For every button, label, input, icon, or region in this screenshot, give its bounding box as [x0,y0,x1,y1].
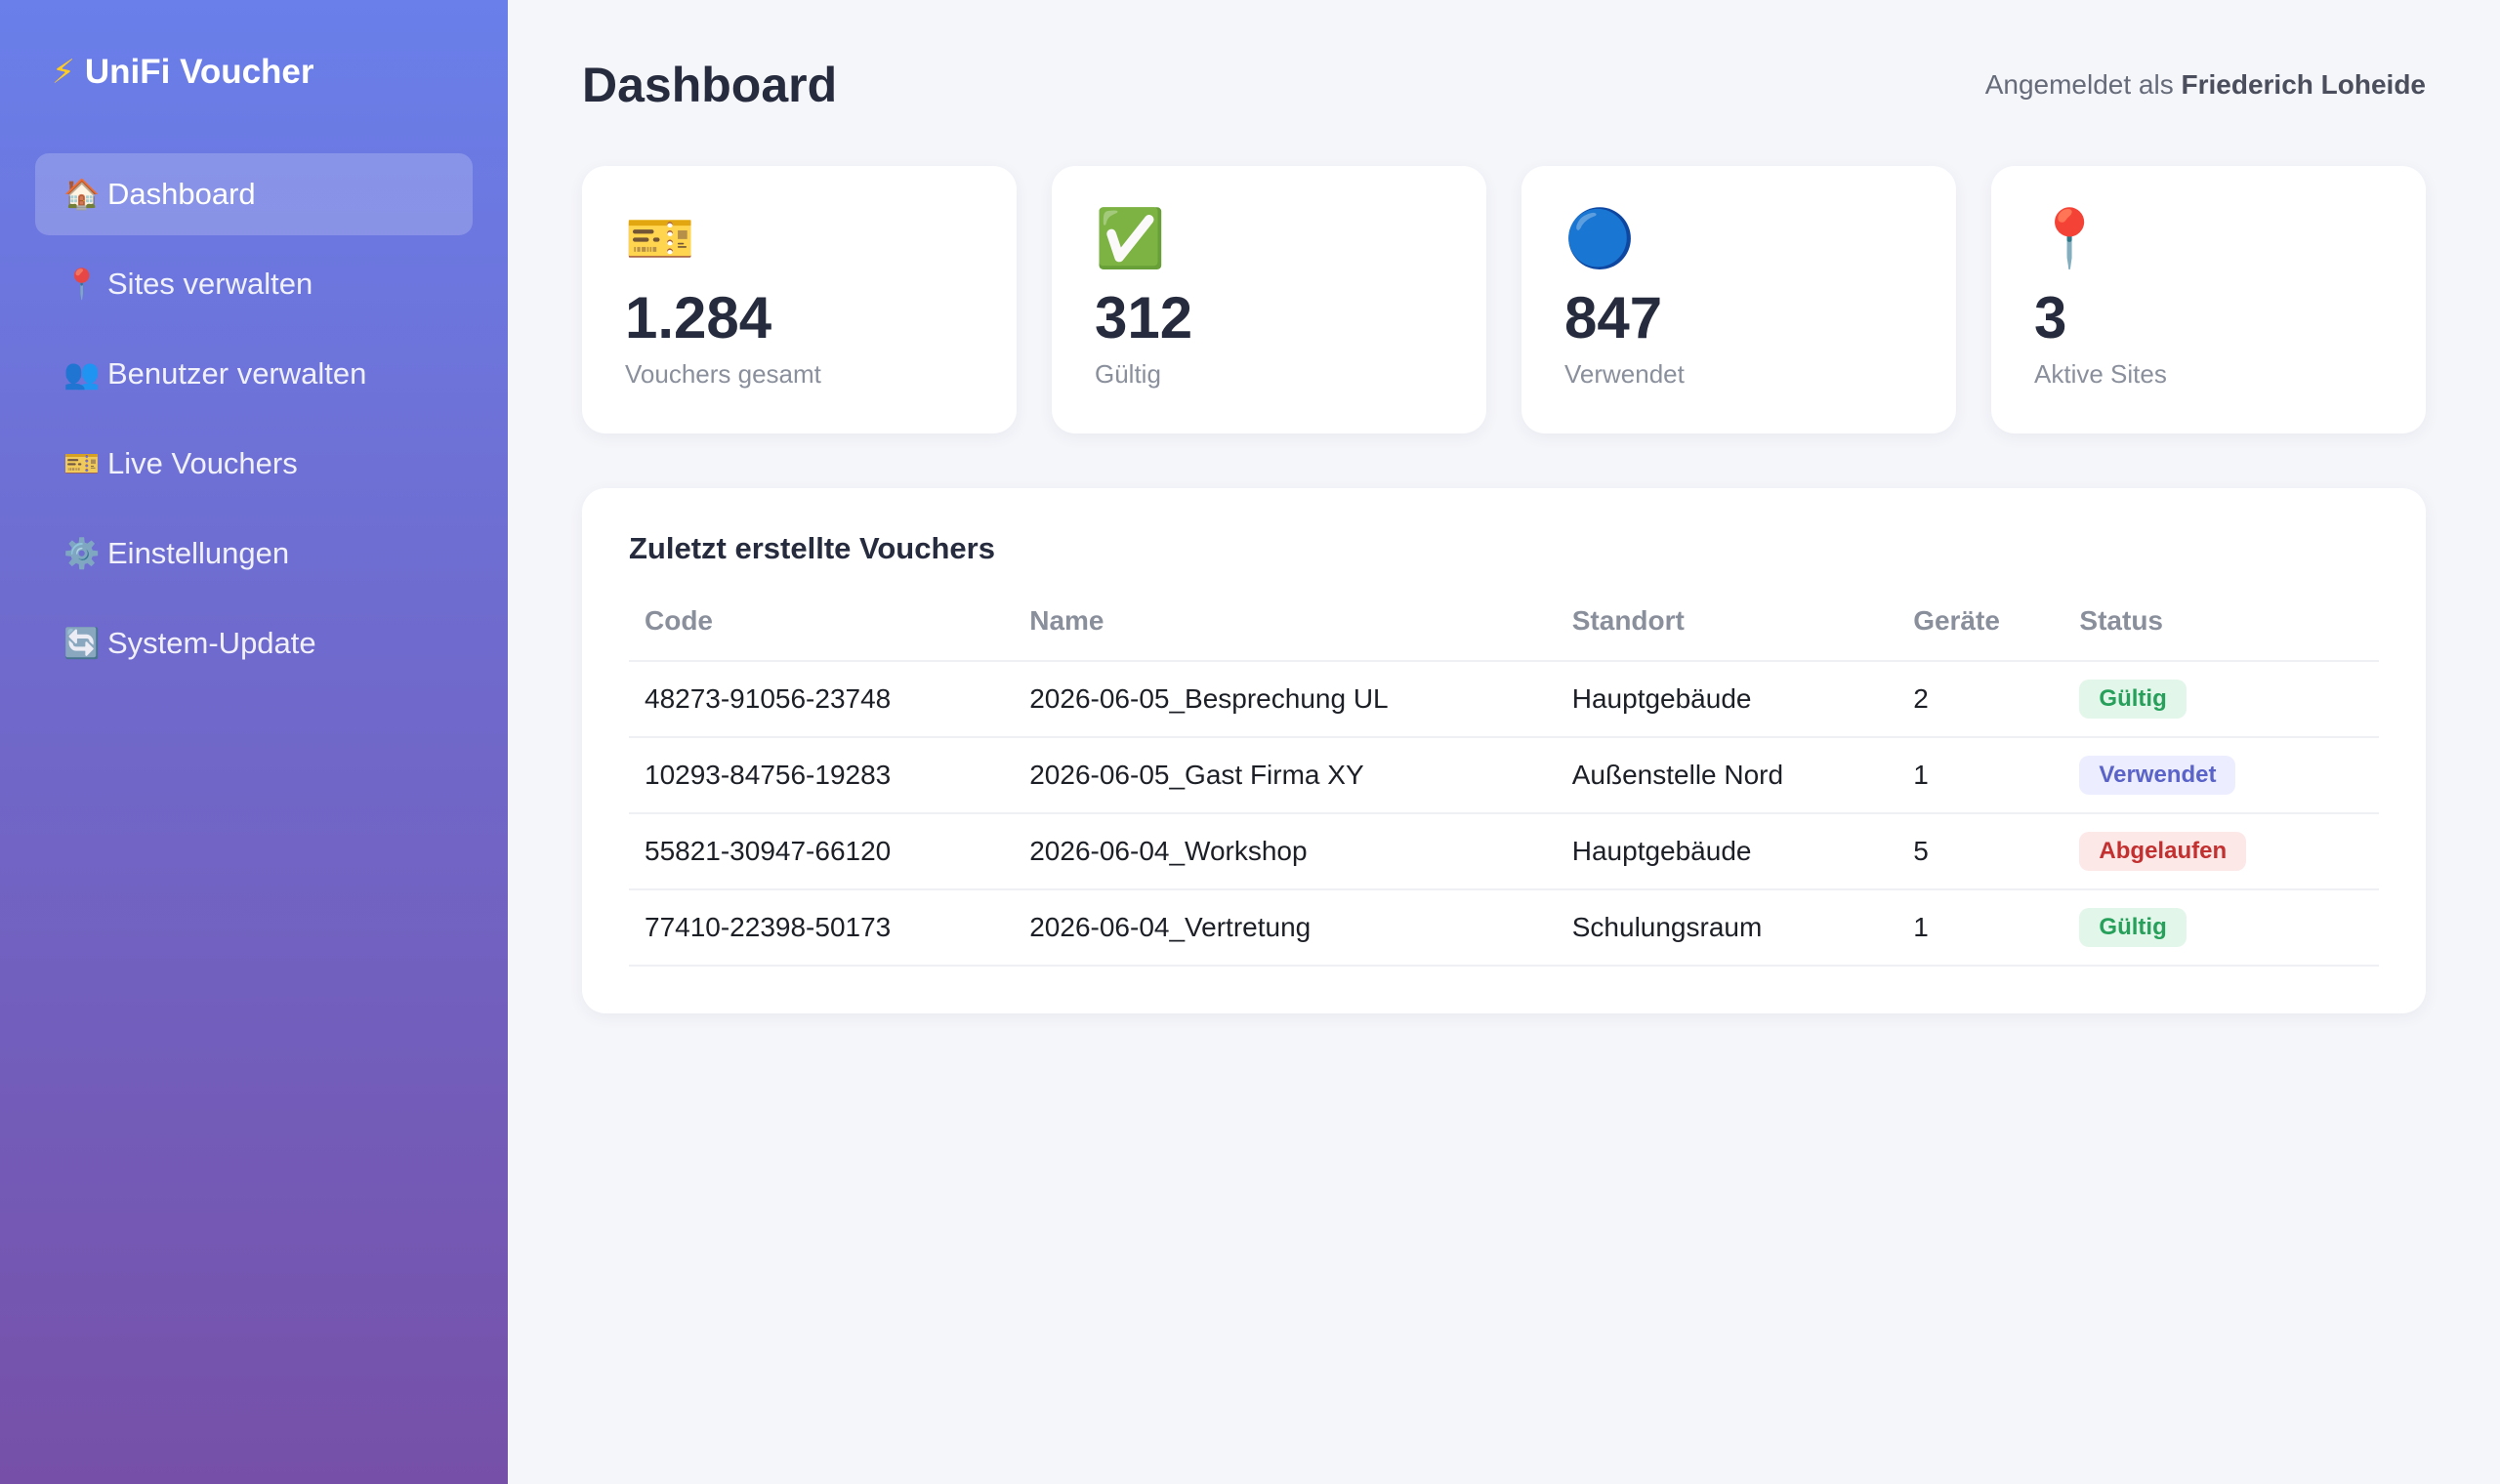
pin-icon: 📍 [63,268,101,301]
cell-devices: 1 [1897,737,2064,814]
sidebar-item-settings[interactable]: ⚙️ Einstellungen [35,513,473,595]
cell-devices: 1 [1897,889,2064,967]
cell-name: 2026-06-05_Besprechung UL [1014,661,1557,738]
refresh-icon: 🔄 [63,627,101,660]
home-icon: 🏠 [63,178,101,211]
cell-site: Hauptgebäude [1556,813,1898,890]
cell-devices: 5 [1897,813,2064,890]
sidebar-item-live-vouchers[interactable]: 🎫 Live Vouchers [35,423,473,505]
table-row[interactable]: 77410-22398-50173 2026-06-04_Vertretung … [629,889,2379,967]
ticket-icon: 🎫 [625,207,696,270]
main-content: Dashboard Angemeldet als Friederich Lohe… [508,0,2500,1484]
table-row[interactable]: 10293-84756-19283 2026-06-05_Gast Firma … [629,737,2379,814]
check-icon: ✅ [1095,207,1166,270]
table-row[interactable]: 48273-91056-23748 2026-06-05_Besprechung… [629,661,2379,738]
status-badge: Verwendet [2079,756,2236,795]
gear-icon: ⚙️ [63,537,101,570]
blue-circle-icon: 🔵 [1564,207,1636,270]
cell-status: Abgelaufen [2063,813,2379,890]
cell-devices: 2 [1897,661,2064,738]
sidebar: ⚡ UniFi Voucher 🏠 Dashboard 📍 Sites verw… [0,0,508,1484]
stat-value: 312 [1095,285,1193,350]
cell-status: Gültig [2063,661,2379,738]
sidebar-item-dashboard[interactable]: 🏠 Dashboard [35,153,473,235]
vouchers-table: Code Name Standort Geräte Status 48273-9… [629,605,2379,967]
sidebar-item-label: Benutzer verwalten [107,356,367,391]
sidebar-item-label: Einstellungen [107,536,290,570]
sidebar-item-label: System-Update [107,626,316,660]
cell-site: Schulungsraum [1556,889,1898,967]
stat-label: Verwendet [1564,359,1685,389]
cell-code: 55821-30947-66120 [629,813,1015,890]
table-header-row: Code Name Standort Geräte Status [629,605,2379,662]
cell-name: 2026-06-04_Vertretung [1014,889,1557,967]
sidebar-item-label: Dashboard [107,177,256,211]
col-devices: Geräte [1897,605,2064,662]
cell-code: 10293-84756-19283 [629,737,1015,814]
lightning-icon: ⚡ [52,54,75,91]
cell-site: Außenstelle Nord [1556,737,1898,814]
status-badge: Gültig [2079,680,2187,719]
cell-site: Hauptgebäude [1556,661,1898,738]
recent-vouchers-panel: Zuletzt erstellte Vouchers Code Name Sta… [582,488,2426,1013]
sidebar-nav: 🏠 Dashboard 📍 Sites verwalten 👥 Benutzer… [35,153,473,684]
stat-label: Vouchers gesamt [625,359,821,389]
user-prefix: Angemeldet als [1984,69,2174,100]
status-badge: Abgelaufen [2079,832,2247,871]
stat-value: 3 [2034,285,2067,350]
stat-card-valid: ✅ 312 Gültig [1052,166,1486,433]
brand-title: UniFi Voucher [84,53,314,91]
user-name: Friederich Loheide [2181,69,2427,100]
stat-label: Aktive Sites [2034,359,2167,389]
panel-title: Zuletzt erstellte Vouchers [629,531,995,565]
logged-in-user: Angemeldet als Friederich Loheide [1985,69,2426,101]
col-status: Status [2063,605,2379,662]
col-code: Code [629,605,1015,662]
sidebar-item-label: Live Vouchers [107,446,298,480]
stat-value: 1.284 [625,285,772,350]
cell-name: 2026-06-04_Workshop [1014,813,1557,890]
cell-name: 2026-06-05_Gast Firma XY [1014,737,1557,814]
stat-card-total: 🎫 1.284 Vouchers gesamt [582,166,1017,433]
table-row[interactable]: 55821-30947-66120 2026-06-04_Workshop Ha… [629,813,2379,890]
sidebar-item-system-update[interactable]: 🔄 System-Update [35,602,473,684]
page-title: Dashboard [582,58,838,112]
stat-card-used: 🔵 847 Verwendet [1521,166,1956,433]
cell-code: 77410-22398-50173 [629,889,1015,967]
col-name: Name [1014,605,1557,662]
brand[interactable]: ⚡ UniFi Voucher [35,49,473,96]
col-site: Standort [1556,605,1898,662]
sidebar-item-label: Sites verwalten [107,267,313,301]
stat-card-sites: 📍 3 Aktive Sites [1991,166,2426,433]
pin-icon: 📍 [2034,207,2105,270]
cell-code: 48273-91056-23748 [629,661,1015,738]
cell-status: Gültig [2063,889,2379,967]
stats-cards: 🎫 1.284 Vouchers gesamt ✅ 312 Gültig 🔵 8… [582,166,2426,433]
page-header: Dashboard Angemeldet als Friederich Lohe… [582,57,2426,113]
stat-value: 847 [1564,285,1663,350]
status-badge: Gültig [2079,908,2187,947]
sidebar-item-sites[interactable]: 📍 Sites verwalten [35,243,473,325]
users-icon: 👥 [63,357,101,391]
cell-status: Verwendet [2063,737,2379,814]
sidebar-item-users[interactable]: 👥 Benutzer verwalten [35,333,473,415]
stat-label: Gültig [1095,359,1161,389]
ticket-icon: 🎫 [63,447,101,480]
